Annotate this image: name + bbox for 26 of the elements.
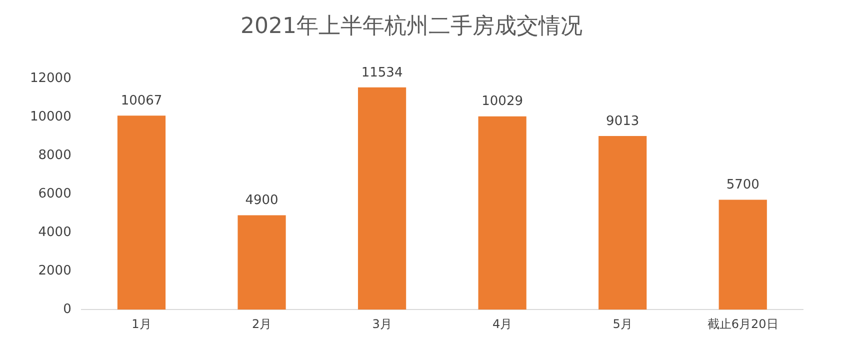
data-label: 10067: [120, 94, 162, 109]
bar: [478, 116, 526, 310]
y-tick-label: 8000: [38, 148, 72, 163]
x-tick-label: 截止6月20日: [707, 316, 778, 331]
data-label: 10029: [482, 94, 523, 110]
data-label: 9013: [606, 114, 640, 129]
y-tick-label: 4000: [38, 224, 72, 240]
y-tick-label: 0: [63, 302, 72, 317]
bar: [718, 200, 767, 310]
x-tick-label: 2月: [252, 316, 272, 331]
bar: [117, 116, 166, 310]
chart-title: 2021年上半年杭州二手房成交情况: [240, 14, 582, 39]
bar: [358, 87, 406, 310]
x-tick-label: 5月: [612, 316, 632, 331]
x-tick-label: 4月: [492, 316, 512, 331]
y-tick-label: 2000: [38, 263, 72, 278]
x-tick-label: 1月: [132, 316, 152, 331]
bar: [238, 215, 286, 310]
y-tick-label: 6000: [38, 186, 72, 202]
data-label: 4900: [245, 193, 278, 208]
data-label: 5700: [726, 178, 760, 193]
y-tick-label: 10000: [30, 109, 72, 124]
data-label: 11534: [361, 65, 403, 80]
x-tick-label: 3月: [372, 316, 392, 331]
y-tick-label: 12000: [30, 70, 72, 86]
bar: [598, 136, 647, 310]
